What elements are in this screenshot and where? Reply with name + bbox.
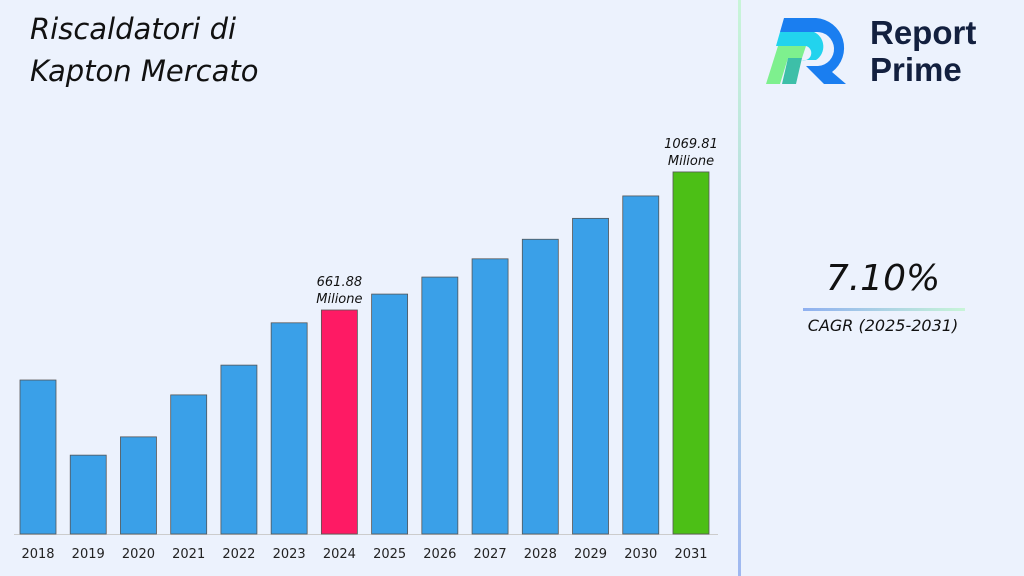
chart-title: Riscaldatori di Kapton Mercato: [30, 8, 259, 92]
x-tick-label: 2031: [674, 547, 707, 562]
x-tick-label: 2018: [21, 547, 54, 562]
bar-2029: [572, 217, 609, 535]
cagr-value: 7.10%: [825, 258, 941, 299]
x-tick-label: 2021: [172, 547, 205, 562]
bar-2027: [471, 258, 509, 535]
logo-mark-icon: [766, 18, 846, 84]
bar-2022: [220, 364, 258, 535]
bar-2020: [120, 436, 157, 535]
x-tick-label: 2025: [373, 547, 406, 562]
x-tick-label: 2029: [574, 547, 607, 562]
bar-2025: [371, 293, 409, 535]
data-label: 661.88: [317, 275, 363, 290]
x-tick-label: 2022: [222, 547, 255, 562]
title-line-1: Riscaldatori di: [30, 12, 237, 46]
x-tick-label: 2019: [72, 547, 105, 562]
cagr-label: CAGR (2025-2031): [807, 316, 959, 335]
bar-2021: [170, 394, 208, 535]
x-tick-label: 2023: [273, 547, 306, 562]
bar-2018: [19, 379, 57, 535]
bar-2028: [521, 238, 559, 535]
bar-2023: [270, 322, 308, 535]
x-tick-label: 2024: [323, 547, 356, 562]
x-tick-label: 2027: [474, 547, 507, 562]
logo-line-2: Prime: [870, 51, 962, 88]
title-line-2: Kapton Mercato: [30, 54, 259, 88]
x-tick-label: 2030: [624, 547, 657, 562]
x-tick-label: 2028: [524, 547, 557, 562]
data-label: Milione: [668, 154, 714, 169]
bar-2019: [69, 454, 107, 535]
logo-line-1: Report: [870, 14, 977, 51]
data-label: Milione: [316, 292, 362, 307]
logo-text: Report Prime: [870, 14, 976, 88]
bar-2026: [421, 276, 459, 535]
cagr-underline: [803, 308, 965, 311]
bar-2030: [622, 195, 660, 535]
x-tick-label: 2020: [122, 547, 155, 562]
data-label: 1069.81: [664, 137, 718, 152]
x-tick-label: 2026: [423, 547, 456, 562]
divider: [738, 0, 741, 576]
bar-2024: [320, 309, 358, 535]
report-prime-logo: Report Prime: [766, 14, 1006, 88]
bar-chart: 2018 2019 2020 2021 2022 2023 2024 661.88 Milion…: [14, 137, 718, 562]
bar-2031: [672, 171, 710, 535]
